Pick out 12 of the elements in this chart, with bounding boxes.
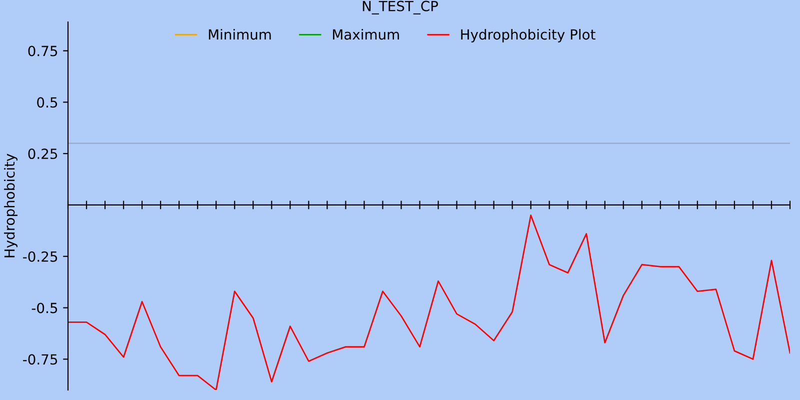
y-axis-title: Hydrophobicity [4,154,18,258]
y-tick-label: 0.75 [28,46,58,56]
y-tick-label: 0.5 [37,97,58,108]
legend-label: Maximum [333,28,399,40]
legend-label: Hydrophobicity Plot [461,28,596,42]
y-tick-label: -0.75 [23,354,58,365]
y-tick-label: -0.25 [23,251,58,262]
line-series [68,214,790,390]
legend-label: Minimum [208,28,271,40]
y-tick-label: 0.25 [28,148,58,160]
y-tick-label: -0.5 [32,302,58,314]
chart-title: N_TEST_CP [362,0,438,14]
